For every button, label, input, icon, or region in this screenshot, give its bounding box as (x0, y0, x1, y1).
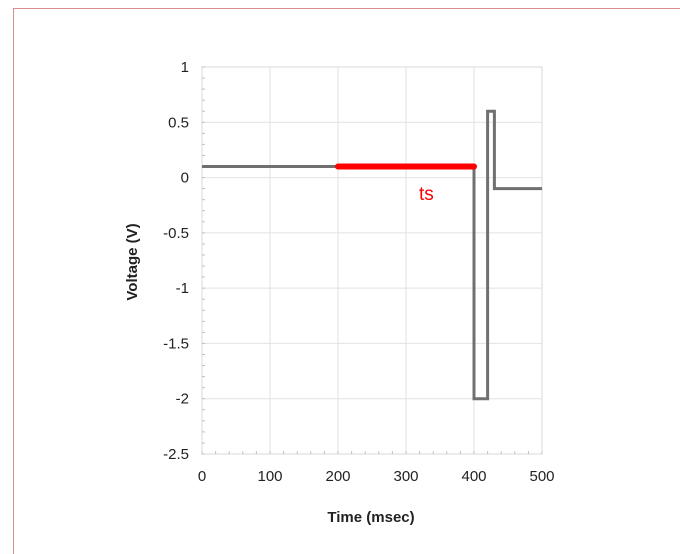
y-tick-label: 0 (181, 170, 189, 187)
y-axis-title: Voltage (V) (124, 223, 141, 300)
x-tick-label: 200 (325, 468, 350, 485)
x-axis-title: Time (msec) (327, 509, 414, 526)
x-tick-label: 100 (257, 468, 282, 485)
plot-border (201, 66, 543, 455)
voltage-series-line (202, 109, 542, 401)
axes (201, 66, 543, 455)
ts-annotation: ts (419, 184, 434, 205)
y-tick-label: 0.5 (168, 114, 189, 131)
x-tick-label: 0 (198, 468, 206, 485)
labels: 1 0.5 0 -0.5 -1 -1.5 -2 -2.5 0 100 200 300 400 500 ts (163, 59, 554, 485)
y-tick-label: -2.5 (163, 446, 189, 463)
x-tick-label: 500 (529, 468, 554, 485)
y-tick-label: -0.5 (163, 225, 189, 242)
y-tick-label: -1.5 (163, 335, 189, 352)
chart-frame (13, 8, 680, 554)
x-tick-label: 300 (393, 468, 418, 485)
x-tick-label: 400 (461, 468, 486, 485)
y-tick-label: -2 (176, 391, 189, 408)
series-layer (202, 109, 542, 401)
y-tick-label: 1 (181, 59, 189, 76)
grid (201, 66, 543, 455)
y-tick-label: -1 (176, 280, 189, 297)
